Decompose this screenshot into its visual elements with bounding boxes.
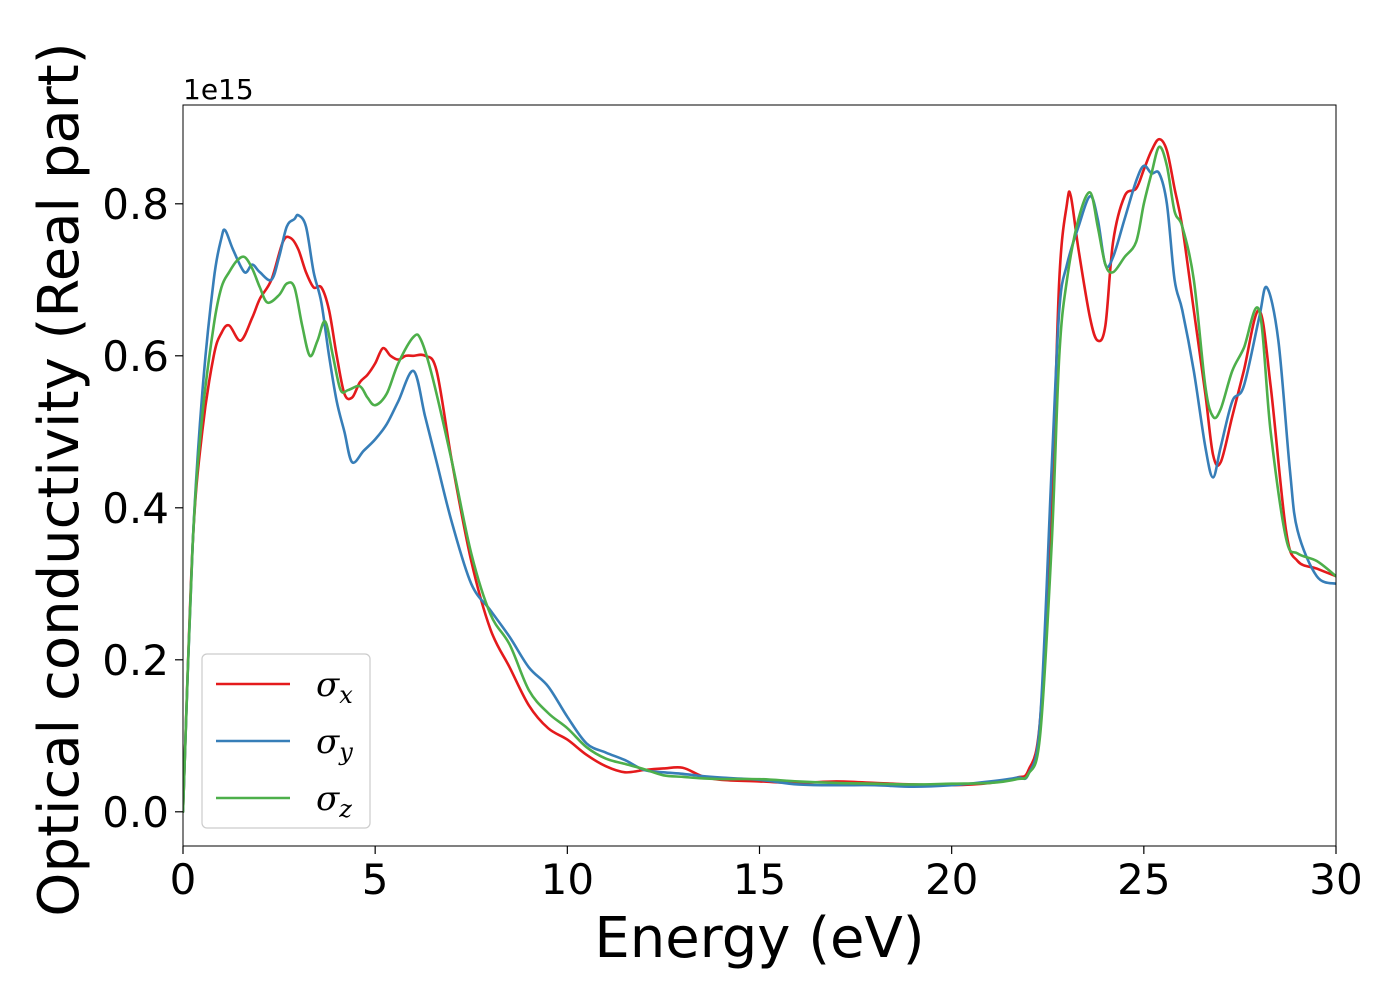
legend: σx σy σz bbox=[201, 653, 371, 829]
legend-label-z: σz bbox=[316, 779, 352, 823]
y-offset-label: 1e15 bbox=[183, 73, 254, 106]
y-tick-label: 0.6 bbox=[102, 332, 169, 381]
y-tick-label: 0.4 bbox=[102, 484, 169, 533]
series-line-z bbox=[183, 145, 1336, 814]
legend-label-x: σx bbox=[316, 665, 353, 709]
series-line-x bbox=[183, 137, 1336, 814]
y-tick-label: 0.0 bbox=[102, 788, 169, 837]
x-tick-label: 10 bbox=[541, 855, 594, 904]
x-tick-label: 25 bbox=[1117, 855, 1170, 904]
y-tick-label: 0.8 bbox=[102, 180, 169, 229]
x-axis-label: Energy (eV) bbox=[594, 906, 924, 971]
x-axis-ticks: 0 5 10 15 20 25 30 bbox=[170, 846, 1363, 904]
y-tick-label: 0.2 bbox=[102, 636, 169, 685]
x-tick-label: 5 bbox=[362, 855, 389, 904]
y-axis-label: Optical conductivity (Real part) bbox=[27, 42, 92, 916]
x-tick-label: 0 bbox=[170, 855, 197, 904]
y-axis-ticks: 0.0 0.2 0.4 0.6 0.8 bbox=[102, 180, 183, 837]
x-tick-label: 20 bbox=[925, 855, 978, 904]
series-line-y bbox=[183, 164, 1336, 814]
x-tick-label: 15 bbox=[733, 855, 786, 904]
series-layer bbox=[183, 137, 1336, 814]
x-tick-label: 30 bbox=[1309, 855, 1362, 904]
legend-label-y: σy bbox=[316, 722, 353, 766]
